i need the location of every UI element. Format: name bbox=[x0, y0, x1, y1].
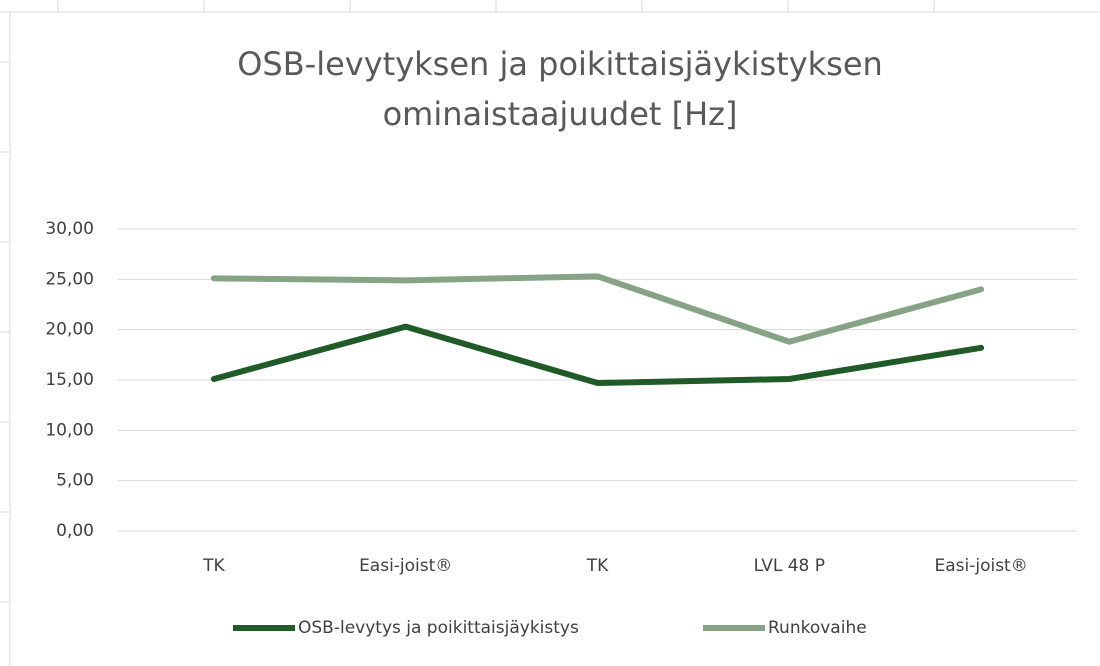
chart-title: OSB-levytyksen ja poikittaisjäykistyksen bbox=[237, 45, 883, 83]
y-tick-label: 10,00 bbox=[45, 420, 94, 440]
series-line bbox=[210, 273, 985, 345]
y-tick-label: 5,00 bbox=[56, 471, 94, 491]
x-tick-label: Easi-joist® bbox=[359, 556, 452, 576]
y-tick-label: 0,00 bbox=[56, 521, 94, 541]
x-tick-label: TK bbox=[202, 556, 225, 576]
y-tick-label: 20,00 bbox=[45, 320, 94, 340]
legend-label: Runkovaihe bbox=[768, 618, 867, 638]
y-tick-label: 25,00 bbox=[45, 269, 94, 289]
series-line bbox=[210, 323, 985, 387]
x-tick-label: Easi-joist® bbox=[934, 556, 1027, 576]
x-tick-label: TK bbox=[586, 556, 609, 576]
chart-title: ominaistaajuudet [Hz] bbox=[383, 95, 738, 133]
x-tick-label: LVL 48 P bbox=[754, 556, 825, 576]
y-tick-label: 15,00 bbox=[45, 370, 94, 390]
legend-label: OSB-levytys ja poikittaisjäykistys bbox=[298, 618, 579, 638]
y-tick-label: 30,00 bbox=[45, 219, 94, 239]
